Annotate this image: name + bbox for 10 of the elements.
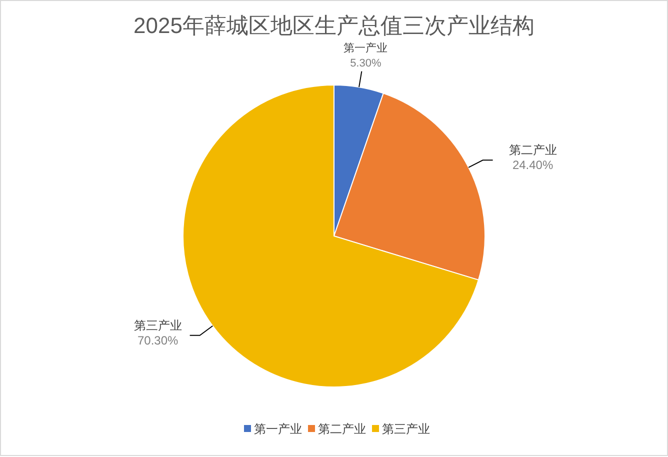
slice-label: 第三产业	[134, 318, 182, 332]
data-label: 70.30%	[137, 333, 179, 348]
legend-label: 第二产业	[318, 422, 366, 436]
slice-label: 第二产业	[508, 143, 557, 158]
slice-label: 第一产业	[344, 41, 388, 54]
data-label: 24.40%	[512, 158, 554, 172]
chart-title: 2025年薛城区地区生产总值三次产业结构	[134, 13, 534, 38]
data-label: 5.30%	[350, 57, 382, 70]
legend-label: 第一产业	[254, 422, 302, 436]
legend-label: 第三产业	[382, 422, 430, 436]
